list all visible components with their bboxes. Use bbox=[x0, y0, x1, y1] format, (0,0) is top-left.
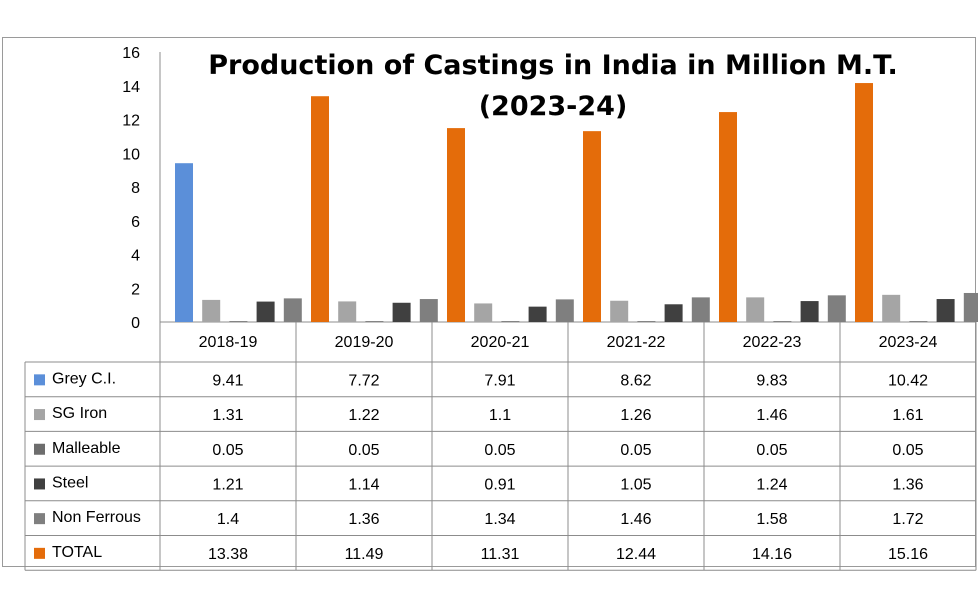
data-label: 1.22 bbox=[348, 407, 379, 424]
y-tick-label: 6 bbox=[131, 214, 140, 231]
y-tick-label: 8 bbox=[131, 180, 140, 197]
bar-sg-iron bbox=[610, 300, 629, 322]
bar-non-ferrous bbox=[419, 299, 438, 322]
chart-subtitle: (2023-24) bbox=[479, 91, 628, 122]
data-label: 9.83 bbox=[756, 372, 787, 389]
data-label: 1.21 bbox=[212, 476, 243, 493]
bar-sg-iron bbox=[338, 301, 357, 322]
legend-key bbox=[34, 409, 45, 421]
data-label: 9.41 bbox=[212, 372, 243, 389]
data-label: 7.72 bbox=[348, 372, 379, 389]
y-tick-label: 14 bbox=[122, 79, 140, 96]
x-tick-label: 2023-24 bbox=[879, 334, 938, 351]
bar-malleable bbox=[637, 321, 656, 322]
bars bbox=[175, 83, 978, 323]
data-label: 1.26 bbox=[620, 407, 651, 424]
data-label: 0.05 bbox=[620, 442, 651, 459]
data-label: 1.05 bbox=[620, 476, 651, 493]
legend-key bbox=[34, 478, 45, 490]
data-label: 8.62 bbox=[620, 372, 651, 389]
bar-non-ferrous bbox=[827, 295, 846, 322]
bar-non-ferrous bbox=[555, 299, 574, 322]
data-label: 1.24 bbox=[756, 476, 787, 493]
bar-total bbox=[447, 128, 465, 322]
data-label: 1.58 bbox=[756, 511, 787, 528]
data-label: 1.46 bbox=[756, 407, 787, 424]
bar-steel bbox=[664, 304, 683, 322]
y-tick-label: 16 bbox=[122, 45, 140, 62]
data-label: 1.1 bbox=[489, 407, 511, 424]
x-tick-label: 2018-19 bbox=[199, 334, 258, 351]
data-label: 12.44 bbox=[616, 546, 656, 563]
data-label: 15.16 bbox=[888, 546, 928, 563]
data-label: 1.34 bbox=[484, 511, 515, 528]
bar-steel bbox=[800, 301, 819, 322]
data-label: 1.4 bbox=[217, 511, 239, 528]
bar-total bbox=[583, 131, 601, 322]
y-tick-label: 4 bbox=[131, 248, 140, 265]
bar-malleable bbox=[229, 321, 248, 322]
data-label: 1.36 bbox=[348, 511, 379, 528]
y-tick-label: 0 bbox=[131, 315, 140, 332]
y-tick-label: 10 bbox=[122, 146, 140, 163]
data-label: 10.42 bbox=[888, 372, 928, 389]
legend-label: Grey C.I. bbox=[52, 370, 116, 387]
bar-non-ferrous bbox=[963, 292, 978, 322]
bar-total bbox=[719, 112, 737, 322]
data-label: 1.14 bbox=[348, 476, 379, 493]
chart-title: Production of Castings in India in Milli… bbox=[208, 50, 898, 81]
legend-key bbox=[34, 374, 45, 386]
data-label: 7.91 bbox=[484, 372, 515, 389]
bar-non-ferrous bbox=[283, 298, 302, 322]
data-label: 1.36 bbox=[892, 476, 923, 493]
bar-sg-iron bbox=[882, 294, 901, 322]
data-table: 2018-19 2019-20 2020-21 2021-22 2022-23 2023-… bbox=[24, 322, 977, 571]
legend-label: Malleable bbox=[52, 440, 121, 457]
data-label: 0.05 bbox=[484, 442, 515, 459]
legend-key bbox=[34, 513, 45, 525]
data-label: 14.16 bbox=[752, 546, 792, 563]
data-label: 0.91 bbox=[484, 476, 515, 493]
bar-malleable bbox=[909, 321, 928, 322]
data-label: 0.05 bbox=[892, 442, 923, 459]
bar-sg-iron bbox=[746, 297, 765, 322]
data-label: 1.61 bbox=[892, 407, 923, 424]
bar-sg-iron bbox=[474, 303, 493, 322]
legend-label: Non Ferrous bbox=[52, 509, 141, 526]
data-label: 0.05 bbox=[212, 442, 243, 459]
bar-steel bbox=[936, 299, 955, 322]
bar-sg-iron bbox=[202, 299, 221, 322]
x-tick-label: 2019-20 bbox=[335, 334, 394, 351]
bar-total bbox=[855, 83, 873, 322]
y-tick-label: 2 bbox=[131, 281, 140, 298]
bar-steel bbox=[528, 306, 547, 322]
data-label: 1.72 bbox=[892, 511, 923, 528]
bar-malleable bbox=[773, 321, 792, 322]
x-tick-label: 2022-23 bbox=[743, 334, 802, 351]
legend-label: SG Iron bbox=[52, 405, 107, 422]
data-label: 0.05 bbox=[756, 442, 787, 459]
data-label: 1.46 bbox=[620, 511, 651, 528]
data-label: 0.05 bbox=[348, 442, 379, 459]
bar-grey-c-i- bbox=[175, 163, 193, 322]
legend-key bbox=[34, 547, 45, 559]
legend-label: TOTAL bbox=[52, 544, 102, 561]
bar-steel bbox=[392, 302, 411, 322]
data-label: 1.31 bbox=[212, 407, 243, 424]
data-label: 11.49 bbox=[345, 546, 384, 563]
y-tick-label: 12 bbox=[122, 113, 140, 130]
bar-malleable bbox=[365, 321, 384, 322]
bar-total bbox=[311, 96, 329, 323]
bar-steel bbox=[256, 301, 275, 322]
x-tick-label: 2020-21 bbox=[471, 334, 530, 351]
data-label: 11.31 bbox=[481, 546, 520, 563]
legend-label: Steel bbox=[52, 474, 88, 491]
data-label: 13.38 bbox=[208, 546, 248, 563]
y-axis: 0 2 4 6 8 10 12 14 16 bbox=[122, 45, 976, 332]
x-tick-label: 2021-22 bbox=[607, 334, 666, 351]
bar-malleable bbox=[501, 321, 520, 322]
bar-non-ferrous bbox=[691, 297, 710, 322]
legend-key bbox=[34, 443, 45, 455]
